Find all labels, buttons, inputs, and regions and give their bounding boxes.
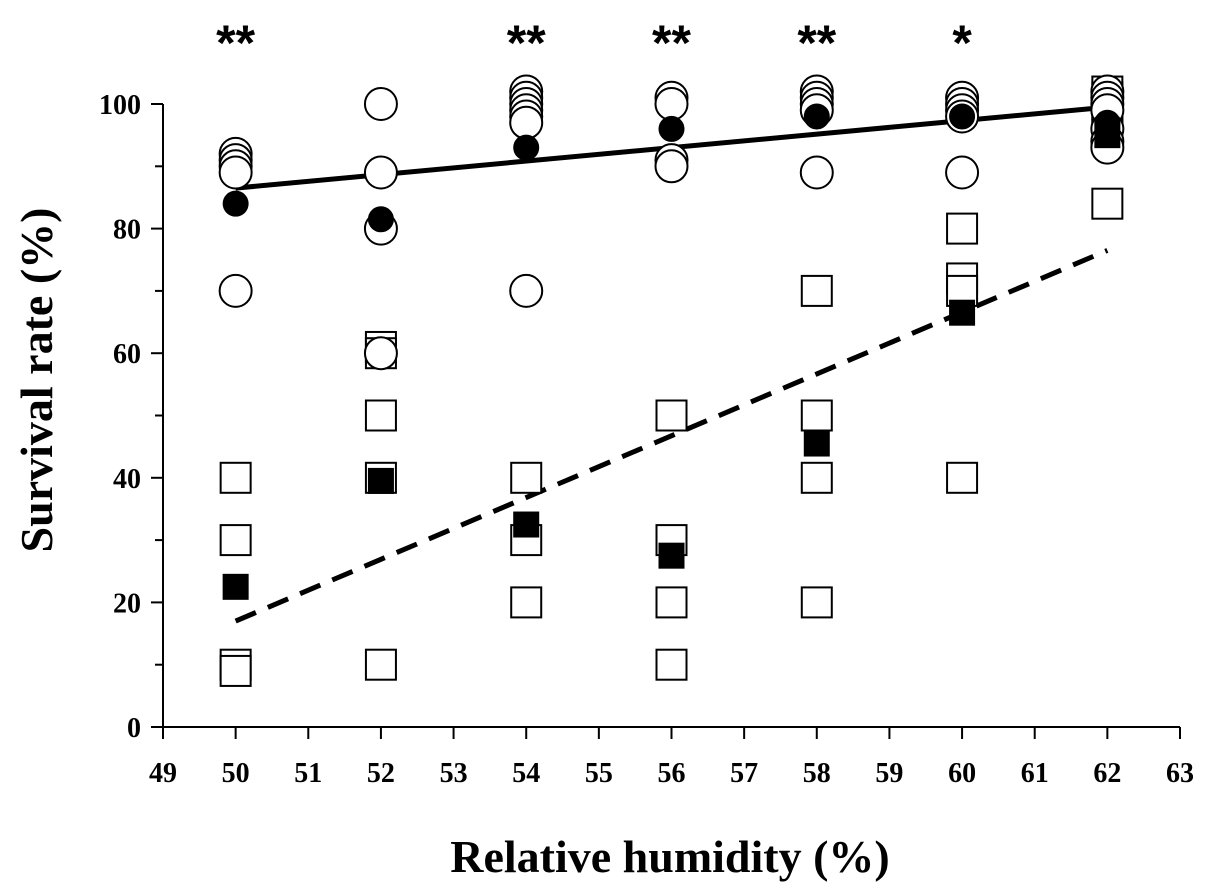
open-circle-point bbox=[799, 155, 834, 190]
x-tick-label: 58 bbox=[803, 758, 831, 789]
x-tick-label: 56 bbox=[658, 758, 686, 789]
y-tick-label: 60 bbox=[113, 339, 141, 370]
significance-markers: ** ** ** ** * bbox=[216, 15, 972, 71]
filled-square-point bbox=[658, 542, 685, 569]
open-circle-point bbox=[945, 155, 980, 190]
filled-circle-point bbox=[367, 206, 394, 233]
open-square-point bbox=[655, 648, 688, 681]
open-circle-point bbox=[509, 273, 544, 308]
open-circle-point bbox=[509, 105, 544, 140]
significance-label: ** bbox=[216, 15, 255, 71]
filled-square-point bbox=[513, 511, 540, 538]
open-square-point bbox=[364, 399, 397, 432]
x-tick-label: 49 bbox=[149, 758, 177, 789]
y-tick-label: 80 bbox=[113, 215, 141, 246]
data-markers bbox=[218, 74, 1125, 687]
x-tick-label: 62 bbox=[1093, 758, 1121, 789]
filled-circle-point bbox=[513, 134, 540, 161]
x-tick-label: 53 bbox=[440, 758, 468, 789]
x-tick-label: 55 bbox=[585, 758, 613, 789]
x-tick-label: 60 bbox=[948, 758, 976, 789]
open-square-point bbox=[510, 586, 543, 619]
y-tick-label: 20 bbox=[113, 588, 141, 619]
x-tick-label: 63 bbox=[1166, 758, 1194, 789]
x-tick-label: 61 bbox=[1021, 758, 1049, 789]
x-tick-label: 52 bbox=[367, 758, 395, 789]
x-axis-title: Relative humidity (%) bbox=[450, 831, 890, 882]
open-circle-point bbox=[654, 149, 689, 184]
filled-circle-point bbox=[222, 190, 249, 217]
open-square-point bbox=[800, 461, 833, 494]
open-square-point bbox=[800, 274, 833, 307]
filled-circle-point bbox=[658, 115, 685, 142]
significance-label: ** bbox=[507, 15, 546, 71]
filled-square-point bbox=[222, 573, 249, 600]
open-circle-point bbox=[363, 336, 398, 371]
open-square-point bbox=[364, 648, 397, 681]
y-tick-label: 100 bbox=[99, 90, 141, 121]
significance-label: ** bbox=[652, 15, 691, 71]
open-square-point bbox=[510, 461, 543, 494]
open-square-point bbox=[219, 461, 252, 494]
y-tick-label: 40 bbox=[113, 464, 141, 495]
filled-square-point bbox=[803, 430, 830, 457]
open-square-point bbox=[800, 586, 833, 619]
tick-labels: 49 50 51 52 53 54 55 56 57 58 59 60 61 62 63 0 20 40 60 80 1… bbox=[99, 90, 1194, 789]
filled-circle-point bbox=[803, 103, 830, 130]
filled-square-point bbox=[949, 299, 976, 326]
axes bbox=[151, 103, 1181, 739]
open-circle-point bbox=[654, 87, 689, 121]
open-square-point bbox=[219, 654, 252, 687]
significance-label: * bbox=[952, 15, 972, 71]
open-square-point bbox=[946, 461, 979, 494]
filled-circle-point bbox=[949, 103, 976, 130]
open-circle-point bbox=[363, 155, 398, 190]
open-square-point bbox=[946, 212, 979, 245]
x-tick-label: 57 bbox=[730, 758, 758, 789]
y-axis-title: Survival rate (%) bbox=[11, 208, 62, 553]
open-square-point bbox=[800, 399, 833, 432]
significance-label: ** bbox=[797, 15, 836, 71]
x-tick-label: 50 bbox=[222, 758, 250, 789]
x-tick-label: 54 bbox=[512, 758, 540, 789]
open-circle-point bbox=[218, 155, 253, 190]
open-square-point bbox=[1091, 187, 1124, 220]
open-circle-point bbox=[218, 273, 253, 308]
open-circle-point bbox=[363, 87, 398, 121]
filled-square-point bbox=[367, 467, 394, 494]
y-tick-label: 0 bbox=[127, 713, 141, 744]
filled-circle-point bbox=[1094, 109, 1121, 136]
open-square-point bbox=[219, 524, 252, 557]
open-square-point bbox=[655, 399, 688, 432]
x-tick-label: 51 bbox=[294, 758, 322, 789]
open-square-point bbox=[655, 586, 688, 619]
x-tick-label: 59 bbox=[875, 758, 903, 789]
